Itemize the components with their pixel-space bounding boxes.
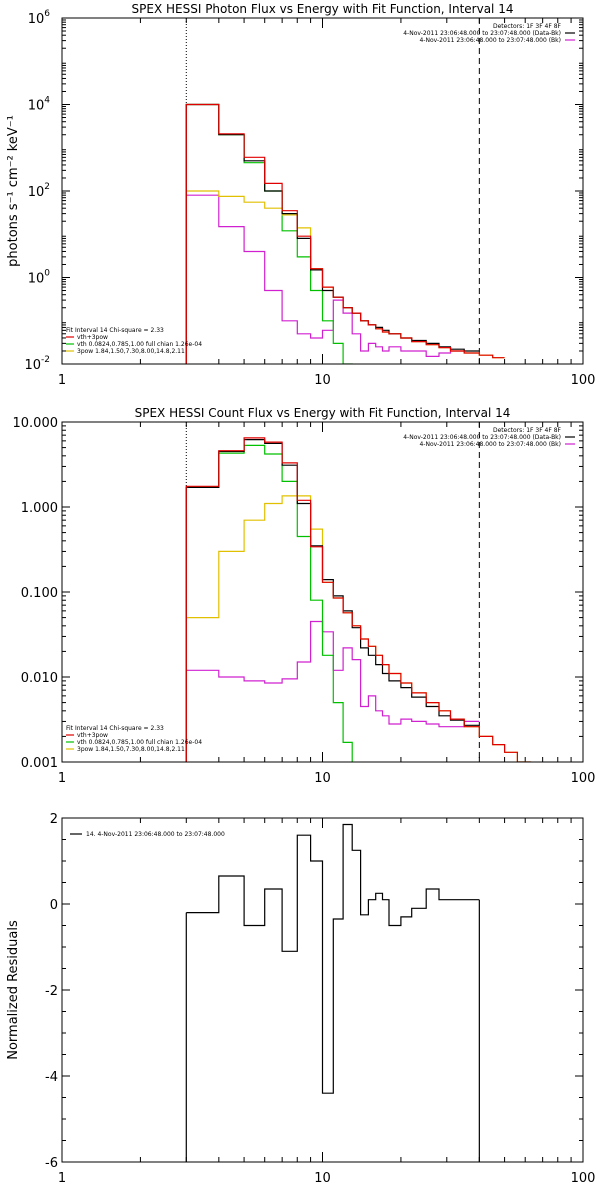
series-3pow	[185, 495, 532, 762]
y-tick-label: 0.010	[21, 671, 58, 686]
legend-entry: vth+3pow	[77, 334, 108, 341]
x-tick-label: 10	[314, 373, 331, 388]
y-tick-label: -2	[45, 984, 58, 999]
y-tick-label: 2	[50, 812, 58, 827]
series-bk	[185, 620, 480, 762]
x-tick-label: 10	[314, 1171, 331, 1186]
x-tick-label: 100	[571, 771, 596, 786]
legend-entry: vth 0.0824,0.785,1.00 full chian 1.26e-0…	[77, 341, 202, 348]
series-vth	[185, 444, 353, 762]
x-tick-label: 1	[58, 771, 66, 786]
legend-entry: 4-Nov-2011 23:06:48.000 to 23:07:48.000 …	[403, 30, 561, 37]
legend-entry: 14. 4-Nov-2011 23:06:48.000 to 23:07:48.…	[86, 831, 225, 838]
series-vth-plus-3pow	[185, 103, 505, 364]
x-tick-label: 100	[571, 1171, 596, 1186]
series-residuals	[186, 823, 480, 1094]
y-tick-label: 104	[28, 96, 51, 114]
chart-panel-2: SPEX HESSI Count Flux vs Energy with Fit…	[13, 406, 596, 786]
x-tick-label: 1	[58, 373, 66, 388]
legend-entry: vth 0.0824,0.785,1.00 full chian 1.26e-0…	[77, 739, 202, 746]
legend-entry: Detectors: 1F 3F 4F 8F	[493, 23, 562, 30]
chart-title: SPEX HESSI Photon Flux vs Energy with Fi…	[132, 2, 514, 16]
y-axis-label: photons s⁻¹ cm⁻² keV⁻¹	[6, 115, 21, 267]
chart-panel-3: 2 0 -2 -4 -61 10 100 Normalized Residuals 14. 4-…	[6, 812, 595, 1186]
y-tick-label: 100	[28, 269, 51, 287]
y-tick-label: 1.000	[21, 501, 58, 516]
y-tick-label: 10-2	[24, 355, 50, 373]
legend-entry: Fit Interval 14 Chi-square = 2.33	[66, 327, 164, 334]
series-3pow	[185, 190, 505, 364]
plot-frame	[61, 421, 584, 763]
y-tick-label: 0.100	[21, 586, 58, 601]
chart-title: SPEX HESSI Count Flux vs Energy with Fit…	[135, 406, 511, 420]
y-axis-label: Normalized Residuals	[6, 920, 21, 1060]
legend-entry: Fit Interval 14 Chi-square = 2.33	[66, 725, 164, 732]
series-vth	[185, 103, 353, 364]
legend-entry: Detectors: 1F 3F 4F 8F	[493, 427, 562, 434]
chart-panel-1: SPEX HESSI Photon Flux vs Energy with Fi…	[6, 2, 595, 388]
series-vth-plus-3pow	[185, 437, 531, 762]
y-tick-label: 102	[28, 182, 50, 200]
legend-entry: 3pow 1.84,1.50,7.30,8.00,14.8,2.11	[77, 348, 185, 355]
y-tick-label: -4	[45, 1070, 58, 1085]
y-tick-label: -6	[45, 1156, 58, 1171]
legend-entry: 4-Nov-2011 23:06:48.000 to 23:07:48.000 …	[419, 441, 561, 448]
x-tick-label: 1	[58, 1171, 66, 1186]
legend-entry: 4-Nov-2011 23:06:48.000 to 23:07:48.000 …	[403, 434, 561, 441]
legend-entry: 4-Nov-2011 23:06:48.000 to 23:07:48.000 …	[419, 37, 561, 44]
y-tick-label: 0.001	[21, 756, 58, 771]
series-data	[185, 439, 480, 762]
y-tick-label: 10.000	[13, 416, 59, 431]
plot-frame	[61, 17, 584, 365]
series-bk	[185, 194, 465, 364]
legend-entry: 3pow 1.84,1.50,7.30,8.00,14.8,2.11	[77, 746, 185, 753]
x-tick-label: 100	[571, 373, 596, 388]
y-tick-label: 106	[28, 9, 51, 27]
x-tick-label: 10	[314, 771, 331, 786]
y-tick-label: 0	[50, 898, 58, 913]
plot-frame	[61, 817, 584, 1163]
legend-entry: vth+3pow	[77, 732, 108, 739]
